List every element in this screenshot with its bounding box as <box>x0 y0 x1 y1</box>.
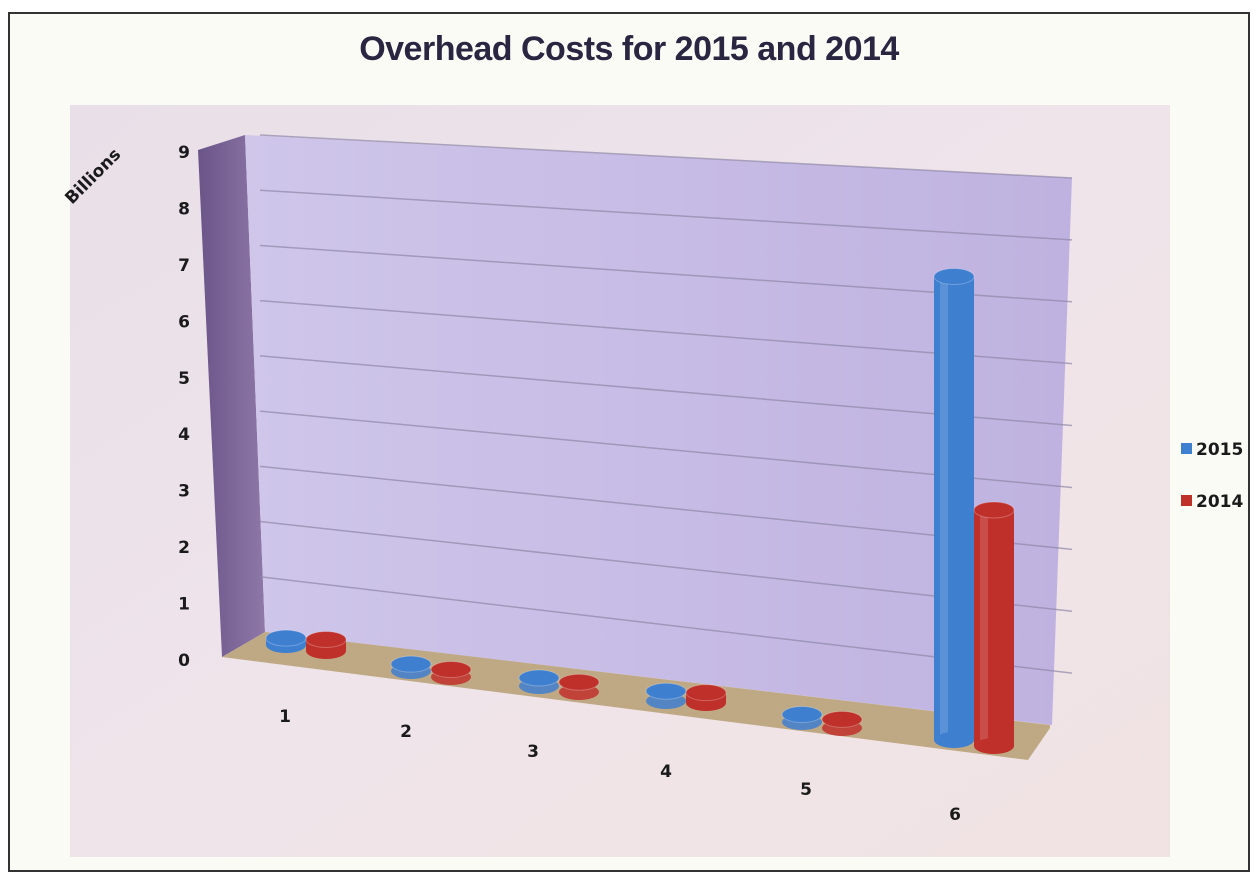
bar-2014-1 <box>305 630 347 659</box>
y-tick-label: 8 <box>178 199 190 219</box>
y-tick-label: 1 <box>178 595 190 615</box>
legend-swatch <box>1181 495 1192 506</box>
y-tick-label: 7 <box>178 256 190 276</box>
y-tick-label: 2 <box>178 538 190 558</box>
bar-2015-5 <box>781 706 823 730</box>
x-tick-label: 1 <box>279 707 291 727</box>
y-tick-label: 6 <box>178 312 190 332</box>
bar-2014-5 <box>821 710 863 736</box>
bar-2015-4 <box>645 682 687 709</box>
legend-item-2015: 2015 <box>1181 440 1243 460</box>
legend-label: 2014 <box>1196 492 1243 512</box>
legend-swatch <box>1181 443 1192 454</box>
bar-2015-6 <box>933 268 975 748</box>
legend-item-2014: 2014 <box>1181 492 1243 512</box>
y-tick-label: 4 <box>178 425 190 445</box>
back-wall <box>245 135 1072 725</box>
side-wall <box>198 135 265 657</box>
bar-2014-4 <box>685 684 727 711</box>
x-tick-label: 2 <box>400 722 412 742</box>
bar-2015-1 <box>265 629 307 653</box>
x-tick-label: 3 <box>527 742 539 762</box>
bar-2015-2 <box>390 655 432 679</box>
bar-2014-2 <box>430 661 472 685</box>
x-tick-label: 5 <box>800 780 812 800</box>
x-tick-label: 4 <box>660 762 672 782</box>
bar-2014-6 <box>973 501 1015 754</box>
bar-2015-3 <box>518 669 560 694</box>
bar-2014-3 <box>558 673 600 700</box>
y-tick-label: 9 <box>178 143 190 163</box>
y-tick-label: 3 <box>178 482 190 502</box>
x-tick-label: 6 <box>949 805 961 825</box>
chart-title: Overhead Costs for 2015 and 2014 <box>359 30 899 68</box>
gridline <box>259 189 1073 241</box>
gridline <box>259 134 1073 179</box>
y-tick-label: 5 <box>178 369 190 389</box>
y-tick-label: 0 <box>178 651 190 671</box>
legend-label: 2015 <box>1196 440 1243 460</box>
